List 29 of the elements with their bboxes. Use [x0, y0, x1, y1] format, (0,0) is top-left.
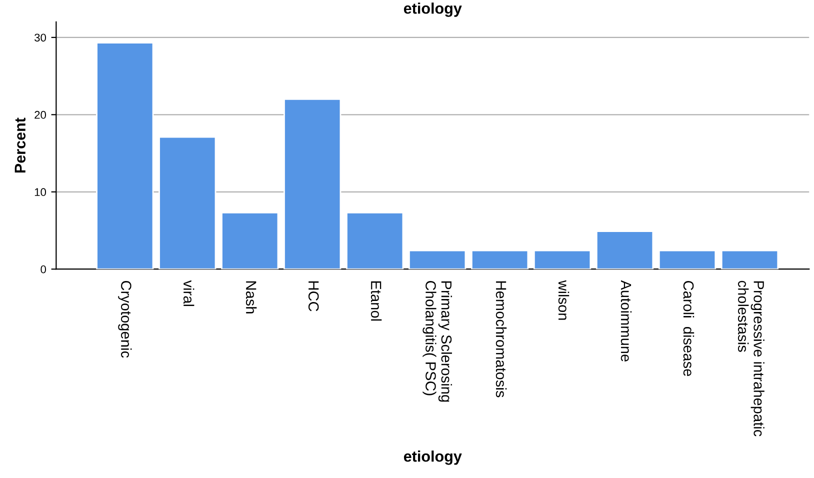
bar: [533, 250, 592, 270]
x-tick-label: Primary Sclerosing Cholangitis( PSC): [422, 280, 452, 402]
x-tick-label: Caroli disease: [683, 280, 694, 376]
bar: [221, 212, 279, 270]
y-tick-label: 20: [34, 110, 46, 119]
x-tick-label: Nash: [246, 281, 257, 314]
x-tick-label: HCC: [308, 281, 319, 312]
x-tick-label: Hemochromatosis: [496, 281, 507, 398]
bar: [96, 42, 154, 270]
bar: [658, 250, 716, 270]
bar: [471, 250, 529, 270]
x-tick-label: viral: [183, 280, 194, 306]
x-tick-label: Cryotogenic: [118, 280, 132, 358]
bar: [720, 250, 779, 270]
x-tick-label: Progressive intrahepatic cholestasis: [738, 280, 764, 436]
bar: [346, 212, 404, 270]
y-tick-label: 10: [34, 188, 46, 196]
y-axis-title: Percent: [14, 118, 26, 173]
chart-title: etiology: [404, 2, 462, 17]
bar: [158, 136, 216, 270]
bar: [596, 230, 654, 270]
x-tick-label: Autoimmune: [620, 280, 632, 362]
bar: [284, 98, 342, 270]
x-axis-title: etiology: [404, 450, 462, 465]
x-tick-label: Etanol: [370, 281, 382, 321]
y-tick-label: 0: [40, 265, 46, 274]
bar: [408, 250, 466, 270]
y-tick-label: 30: [34, 34, 46, 42]
x-tick-label: wilson: [558, 280, 570, 320]
